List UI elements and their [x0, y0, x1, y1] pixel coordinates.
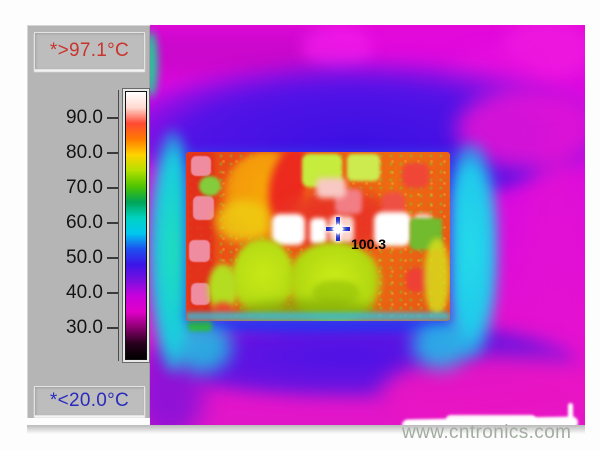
tick-label: 90.0 — [66, 107, 103, 128]
spot-temperature-label: 100.3 — [351, 236, 387, 252]
pcb-blob — [424, 238, 450, 316]
colorbar — [125, 91, 147, 360]
scale-tick: 40.0 — [46, 282, 118, 303]
tick-label: 40.0 — [66, 282, 103, 303]
pcb-hot-spot — [272, 214, 305, 245]
colorbar-frame — [122, 88, 150, 363]
tick-mark — [107, 152, 118, 154]
tick-mark — [107, 292, 118, 294]
scale-tick: 70.0 — [46, 177, 118, 198]
watermark-smear — [446, 415, 536, 424]
max-temp-label: *>97.1°C — [34, 32, 145, 70]
scale-tick: 90.0 — [46, 107, 118, 128]
pcb-hot-spot — [316, 178, 346, 198]
tick-mark — [107, 222, 118, 224]
tick-mark — [107, 187, 118, 189]
scale-tick: 60.0 — [46, 212, 118, 233]
ir-halo — [412, 319, 470, 369]
crosshair-center-dot — [332, 223, 344, 235]
scale-tick: 80.0 — [46, 142, 118, 163]
pcb-blob — [402, 163, 429, 188]
pcb-blob — [199, 176, 221, 196]
spot-crosshair-icon[interactable] — [326, 217, 350, 241]
thermal-image-viewport: 100.3 — [150, 25, 585, 425]
tick-label: 60.0 — [66, 212, 103, 233]
tick-label: 30.0 — [66, 317, 103, 338]
scale-tick: 30.0 — [46, 317, 118, 338]
pcb-pad — [191, 283, 210, 305]
pcb-pad — [193, 196, 214, 220]
pcb-pad — [191, 156, 211, 176]
pcb-hot-spot — [374, 212, 411, 246]
watermark-smear — [568, 403, 573, 421]
pcb-blob — [347, 154, 380, 181]
pcb-hot-spot — [310, 218, 327, 244]
image-drop-shadow — [27, 425, 585, 434]
pcb-blob — [216, 200, 271, 242]
ir-blob — [380, 355, 585, 425]
scale-axis-line — [118, 90, 119, 361]
tick-mark — [107, 327, 118, 329]
pcb-hotspot-region — [186, 152, 450, 321]
tick-label: 70.0 — [66, 177, 103, 198]
ir-blob — [188, 319, 212, 331]
watermark-text: www.cntronics.com — [402, 422, 572, 443]
tick-label: 50.0 — [66, 247, 103, 268]
tick-mark — [107, 257, 118, 259]
scale-tick: 50.0 — [46, 247, 118, 268]
tick-label: 80.0 — [66, 142, 103, 163]
pcb-blob — [382, 192, 405, 217]
ir-blob — [182, 317, 452, 333]
pcb-pad — [189, 240, 210, 262]
min-temp-label: *<20.0°C — [34, 386, 145, 416]
ir-blob — [150, 31, 158, 97]
pcb-blob — [186, 312, 450, 321]
tick-mark — [107, 117, 118, 119]
temperature-scale-panel: *>97.1°C 90.0 80.0 70.0 60.0 50.0 40.0 3… — [27, 25, 150, 418]
